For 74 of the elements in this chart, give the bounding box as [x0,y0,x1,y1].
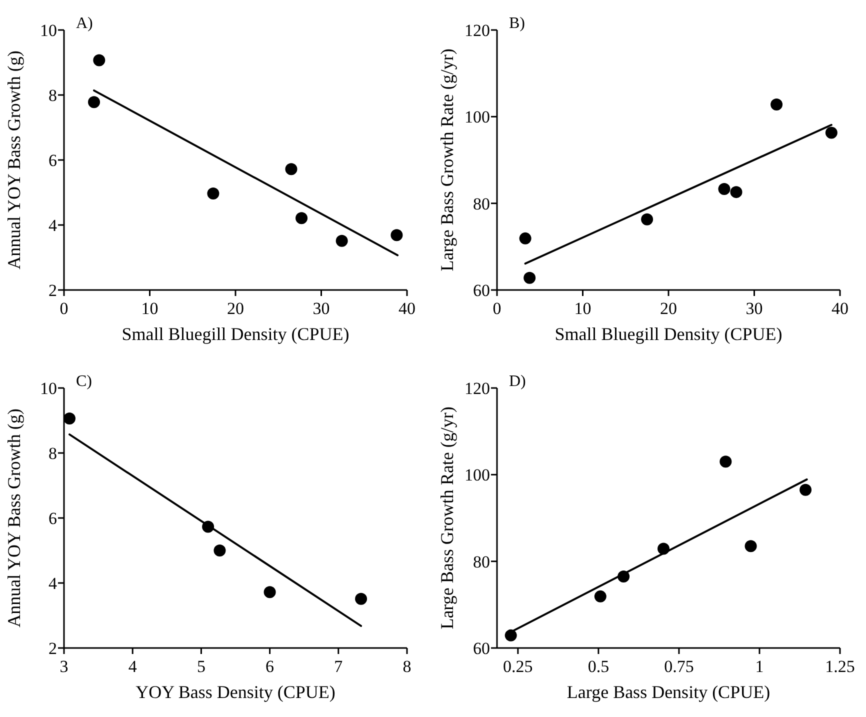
x-axis-title: YOY Bass Density (CPUE) [136,682,336,702]
point [519,232,532,244]
chart-title: C) [76,373,92,390]
y-axis-title: Large Bass Growth Rate (g/yr) [437,48,457,272]
y-axis-title: Large Bass Growth Rate (g/yr) [437,406,457,630]
y-tick-label: 2 [48,280,57,300]
x-tick-label: 10 [141,299,158,318]
x-axis-title: Small Bluegill Density (CPUE) [554,324,782,344]
y-tick-label: 80 [473,194,490,214]
x-tick-label: 0 [60,299,68,318]
y-tick-label: 10 [40,20,57,40]
x-tick-label: 20 [227,299,244,318]
y-tick-label: 8 [48,444,57,463]
x-tick-label: 1.25 [825,657,855,676]
point [214,544,226,556]
x-tick-label: 0.25 [503,657,533,676]
x-tick-label: 4 [128,657,138,676]
y-tick-label: 8 [48,86,57,105]
point [641,213,654,226]
point [336,234,348,247]
y-tick-label: 10 [40,378,57,398]
point [825,126,838,139]
point [594,590,606,602]
x-tick-label: 40 [832,299,848,318]
y-tick-label: 100 [464,108,490,127]
y-tick-label: 80 [473,552,490,572]
y-tick-label: 100 [464,466,490,485]
y-tick-label: 2 [48,638,57,658]
point [390,229,403,242]
y-tick-label: 4 [48,574,58,593]
x-tick-label: 0.75 [664,657,694,676]
point [720,456,732,468]
y-tick-label: 6 [48,150,57,170]
point [63,412,76,425]
x-tick-label: 6 [266,657,274,676]
chart-title: B) [509,15,525,32]
x-tick-label: 30 [746,299,763,318]
point [504,629,517,642]
x-tick-label: 1 [755,657,764,676]
x-tick-label: 0 [492,299,502,318]
x-axis-title: Small Bluegill Density (CPUE) [122,324,350,344]
point [800,484,812,496]
y-axis-title: Annual YOY Bass Growth (g) [4,408,24,628]
x-tick-label: 8 [402,657,412,676]
point [744,540,757,552]
point [355,592,368,605]
x-axis-title: Large Bass Density (CPUE) [566,682,770,702]
x-tick-label: 30 [312,299,330,318]
x-tick-label: 40 [398,299,416,318]
x-tick-label: 20 [660,299,677,318]
point [264,586,276,598]
point [285,163,298,176]
y-tick-label: 60 [473,638,490,658]
point [770,98,783,111]
x-tick-label: 7 [334,657,344,676]
point [730,186,742,198]
chart-title: D) [509,373,526,390]
x-tick-label: 10 [574,299,592,318]
x-tick-label: 5 [196,657,206,676]
y-tick-label: 120 [464,20,490,40]
y-tick-label: 120 [464,378,490,398]
y-tick-label: 60 [473,280,490,300]
point [93,54,106,66]
point [718,183,730,196]
point [207,187,220,200]
y-axis-title: Annual YOY Bass Growth (g) [4,50,24,270]
y-tick-label: 4 [48,216,58,235]
point [524,272,536,284]
x-tick-label: 3 [60,657,68,676]
point [296,212,308,224]
chart-title: A) [76,15,93,32]
x-tick-label: 0.5 [588,657,610,676]
point [88,96,100,108]
y-tick-label: 6 [48,508,57,528]
